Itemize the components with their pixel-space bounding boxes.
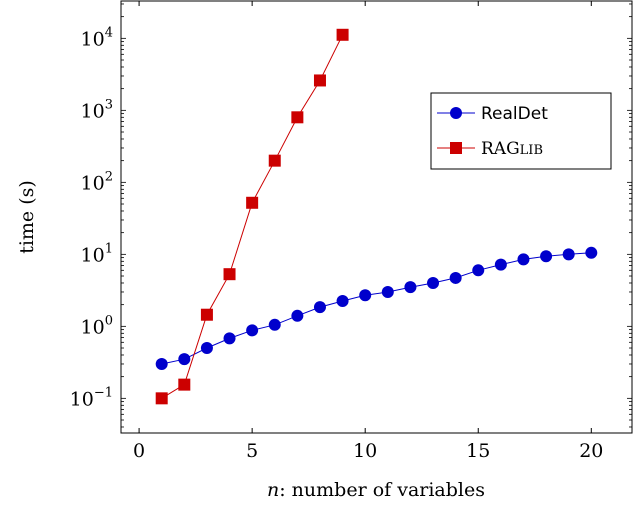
data-point-raglib	[200, 308, 213, 321]
data-point-realdet	[472, 264, 485, 277]
data-point-realdet	[178, 353, 191, 366]
legend-label-raglib-main: RAG	[481, 139, 520, 159]
data-point-realdet	[268, 318, 281, 331]
data-point-realdet	[336, 294, 349, 307]
y-tick-label-exp: −1	[94, 385, 113, 400]
data-point-realdet	[381, 285, 394, 298]
data-point-realdet	[585, 246, 598, 259]
data-point-realdet	[200, 342, 213, 355]
data-point-realdet	[517, 253, 530, 266]
data-point-raglib	[268, 154, 281, 167]
y-tick-label-base: 10	[81, 28, 105, 50]
x-tick-label: 0	[133, 440, 145, 462]
data-point-realdet	[291, 309, 304, 322]
data-point-realdet	[359, 289, 372, 302]
y-tick-label: 103	[81, 97, 113, 122]
data-point-raglib	[155, 392, 168, 405]
data-point-realdet	[427, 276, 440, 289]
y-tick-label-exp: 1	[105, 241, 113, 256]
y-tick-label-exp: 2	[105, 169, 113, 184]
x-axis-label: n: number of variables	[267, 479, 485, 501]
y-tick-label-exp: 0	[105, 313, 113, 328]
x-axis-label-var: n	[267, 479, 279, 501]
y-tick-label-base: 10	[81, 244, 105, 266]
data-point-realdet	[494, 258, 507, 271]
y-tick-label-exp: 3	[105, 97, 113, 112]
legend-marker-raglib	[450, 142, 462, 154]
legend-label-raglib-smallcaps: LIB	[520, 143, 543, 158]
data-point-raglib	[246, 196, 259, 209]
x-tick-label: 5	[246, 440, 258, 462]
y-tick-label-base: 10	[81, 172, 105, 194]
y-tick-label: 102	[81, 169, 113, 194]
x-tick-label: 15	[466, 440, 490, 462]
y-tick-label-base: 10	[70, 388, 94, 410]
data-point-realdet	[155, 357, 168, 370]
legend-label-realdet: RealDet	[481, 104, 548, 124]
series-line-raglib	[161, 34, 344, 399]
y-tick-label: 101	[81, 241, 113, 266]
plot-frame	[120, 0, 633, 434]
y-tick-label-base: 10	[81, 100, 105, 122]
data-point-realdet	[562, 248, 575, 261]
x-tick-label: 10	[353, 440, 377, 462]
y-tick-label: 104	[81, 25, 113, 50]
data-point-raglib	[291, 111, 304, 124]
data-point-raglib	[313, 74, 326, 87]
data-point-realdet	[540, 250, 553, 263]
data-point-realdet	[223, 332, 236, 345]
y-tick-label: 10−1	[70, 385, 113, 410]
legend: RealDet RAGLIB	[430, 92, 612, 170]
data-point-realdet	[449, 271, 462, 284]
data-point-raglib	[223, 268, 236, 281]
x-tick-label: 20	[579, 440, 603, 462]
data-point-realdet	[404, 281, 417, 294]
y-tick-label-base: 10	[81, 316, 105, 338]
data-point-realdet	[246, 324, 259, 337]
data-point-realdet	[313, 301, 326, 314]
y-tick-label-exp: 4	[105, 25, 113, 40]
data-point-raglib	[178, 378, 191, 391]
series-layer	[155, 28, 598, 405]
legend-box	[430, 92, 612, 170]
data-point-raglib	[336, 28, 349, 41]
x-axis-label-rest: : number of variables	[279, 479, 485, 501]
legend-marker-realdet	[450, 107, 462, 119]
axis-ticks	[121, 1, 632, 433]
y-tick-label: 100	[81, 313, 113, 338]
y-axis-label: time (s)	[16, 180, 38, 254]
legend-label-raglib: RAGLIB	[481, 139, 543, 159]
